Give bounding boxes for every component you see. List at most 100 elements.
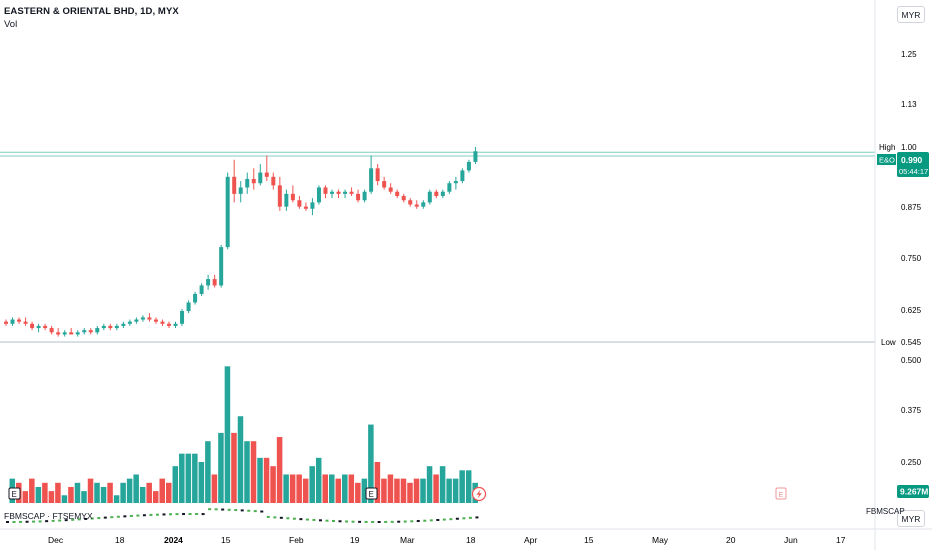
earnings-marker[interactable]: E (365, 487, 378, 500)
volume-bar (55, 482, 61, 503)
volume-bar (446, 478, 452, 503)
indicator-right-label: FBMSCAP (866, 507, 905, 516)
indicator-point (77, 518, 81, 521)
candle-body (238, 187, 243, 194)
volume-bar (283, 474, 289, 503)
indicator-point (397, 520, 401, 523)
indicator-point (162, 513, 166, 516)
volume-bar (263, 457, 270, 503)
candle-body (343, 191, 348, 194)
volume-bar (250, 441, 257, 503)
volume-bar (100, 486, 107, 503)
candle-body (153, 319, 158, 322)
indicator-point (116, 515, 120, 518)
indicator-currency-button[interactable]: MYR (897, 510, 925, 527)
indicator-point (6, 521, 9, 523)
indicator-point (410, 520, 414, 523)
candle-body (206, 279, 211, 286)
earnings-marker[interactable]: E (8, 487, 21, 500)
indicator-point (462, 517, 466, 520)
lightning-icon[interactable] (471, 486, 487, 502)
candle-body (408, 200, 413, 205)
candle-body (258, 172, 263, 184)
price-candles (4, 147, 478, 337)
indicator-point (260, 510, 264, 513)
time-tick: Feb (289, 535, 304, 545)
candle-body (245, 178, 250, 188)
price-tick: 1.25 (901, 50, 917, 59)
candle-body (401, 195, 406, 201)
volume-bar (420, 478, 426, 503)
candle-body (140, 317, 145, 320)
last-price-badge (897, 152, 929, 177)
time-tick: Mar (400, 535, 415, 545)
volume-bar (198, 462, 205, 503)
earnings-marker-future[interactable]: E (775, 487, 787, 500)
indicator-point (351, 520, 355, 523)
candle-body (316, 187, 321, 203)
currency-button[interactable]: MYR (897, 6, 925, 23)
indicator-point (390, 520, 394, 523)
volume-bar (315, 457, 322, 503)
volume-label[interactable]: Vol (4, 19, 18, 30)
indicator-point (442, 518, 446, 521)
volume-bar (94, 482, 100, 503)
volume-bar (81, 491, 87, 503)
candle-body (114, 325, 119, 329)
volume-bar (185, 453, 192, 503)
candle-body (434, 191, 439, 196)
candle-body (251, 178, 256, 184)
indicator-point (155, 513, 159, 516)
indicator-point (318, 519, 322, 522)
candle-body (356, 193, 361, 201)
indicator-point (475, 516, 479, 519)
volume-bar (302, 478, 309, 503)
symbol-title[interactable]: EASTERN & ORIENTAL BHD, 1D, MYX (4, 6, 179, 17)
candle-body (17, 319, 22, 322)
candle-body (375, 168, 380, 182)
volume-bar (231, 432, 237, 503)
volume-bar (152, 491, 159, 503)
price-tick: 1.13 (901, 100, 917, 109)
candle-body (414, 204, 419, 207)
volume-bar (309, 466, 315, 503)
price-tick: 0.875 (901, 203, 922, 212)
time-tick: 15 (584, 535, 594, 545)
indicator-point (436, 518, 440, 521)
volume-bar (465, 470, 472, 503)
candle-body (421, 202, 426, 207)
indicator-point (377, 520, 381, 523)
candle-body (232, 176, 237, 194)
svg-text:E: E (12, 490, 17, 499)
indicator-point (12, 520, 16, 523)
candle-body (23, 321, 28, 324)
indicator-point (221, 508, 225, 511)
candle-body (36, 325, 41, 329)
indicator-point (195, 513, 199, 516)
candle-body (127, 321, 132, 324)
volume-bar (335, 478, 342, 503)
indicator-point (64, 519, 68, 522)
symbol-tag: E&O (879, 156, 895, 165)
indicator-point (312, 518, 316, 521)
volume-bar (387, 474, 394, 503)
indicator-line (6, 508, 479, 523)
volume-bar (205, 441, 211, 503)
candle-body (264, 172, 269, 177)
volume-bar (35, 486, 42, 503)
indicator-point (384, 520, 388, 523)
indicator-point (25, 520, 29, 523)
candle-body (10, 319, 15, 324)
candle-body (388, 187, 393, 192)
volume-bar (433, 474, 439, 503)
indicator-point (345, 520, 349, 523)
indicator-point (129, 514, 133, 517)
candle-body (134, 319, 139, 322)
candle-body (62, 332, 67, 335)
indicator-name[interactable]: FBMSCAP · FTSEMYX (4, 511, 93, 521)
time-tick: 20 (726, 535, 736, 545)
volume-bar (42, 482, 48, 503)
candle-body (336, 191, 341, 194)
candle-body (303, 206, 308, 209)
